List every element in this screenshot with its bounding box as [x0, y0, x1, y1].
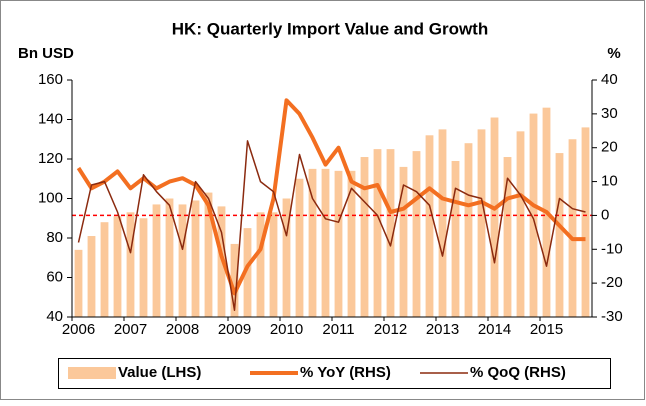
chart-title: HK: Quarterly Import Value and Growth — [172, 19, 488, 38]
y2-tick-label: 0 — [601, 206, 609, 223]
y-tick-label: 120 — [38, 150, 63, 167]
bar — [386, 149, 395, 317]
y-tick-label: 40 — [46, 308, 63, 325]
bar — [555, 153, 564, 317]
bar — [516, 131, 525, 317]
bar — [113, 216, 122, 317]
y-tick-label: 140 — [38, 110, 63, 127]
bar — [581, 127, 590, 318]
x-tick-label: 2008 — [166, 321, 199, 338]
y-tick-label: 60 — [46, 268, 63, 285]
x-tick-label: 2011 — [322, 321, 354, 338]
bar — [334, 170, 343, 317]
x-tick-label: 2006 — [62, 321, 95, 338]
x-tick-label: 2010 — [270, 321, 303, 338]
bar — [477, 129, 486, 317]
x-tick-label: 2012 — [374, 321, 407, 338]
x-tick-label: 2007 — [114, 321, 147, 338]
bar — [503, 157, 512, 317]
x-tick-label: 2014 — [478, 321, 511, 338]
y2-tick-label: -30 — [601, 308, 623, 325]
bar — [191, 200, 200, 317]
bar — [243, 228, 252, 317]
legend-label: Value (LHS) — [118, 364, 201, 381]
bar — [282, 198, 291, 317]
bar — [360, 157, 369, 317]
bar — [126, 212, 135, 317]
bar — [373, 149, 382, 317]
x-tick-label: 2013 — [426, 321, 459, 338]
bar — [100, 222, 109, 317]
y-axis-label: Bn USD — [18, 45, 74, 62]
bar — [152, 204, 161, 317]
y-tick-label: 80 — [46, 229, 63, 246]
bar — [347, 170, 356, 317]
line-series — [77, 140, 586, 311]
x-tick-label: 2009 — [218, 321, 251, 338]
bar — [178, 204, 187, 317]
line-series — [76, 98, 586, 296]
bar — [438, 129, 447, 317]
y2-axis-label: % — [607, 45, 620, 62]
y2-tick-label: 30 — [601, 105, 618, 122]
bar — [74, 249, 83, 317]
bar — [204, 192, 213, 317]
bar — [425, 135, 434, 317]
legend-label: % QoQ (RHS) — [470, 364, 566, 381]
bar — [451, 160, 460, 317]
y2-tick-label: -10 — [601, 240, 623, 257]
y2-tick-label: 20 — [601, 139, 618, 156]
bar — [87, 236, 96, 317]
bar — [464, 143, 473, 317]
y2-tick-label: -20 — [601, 274, 623, 291]
bar — [295, 178, 304, 317]
y2-tick-label: 10 — [601, 173, 618, 190]
y-tick-label: 160 — [38, 71, 63, 88]
y-tick-label: 100 — [38, 189, 63, 206]
y2-tick-label: 40 — [601, 71, 618, 88]
bar — [139, 218, 148, 317]
legend-box — [58, 358, 611, 389]
x-tick-label: 2015 — [530, 321, 563, 338]
bar — [256, 212, 265, 317]
bar — [529, 113, 538, 317]
bar — [269, 212, 278, 317]
legend-swatch — [68, 367, 116, 379]
bar — [165, 198, 174, 317]
bar — [568, 139, 577, 317]
legend-label: % YoY (RHS) — [300, 364, 391, 381]
bar — [412, 151, 421, 317]
bar — [321, 168, 330, 317]
bar — [399, 166, 408, 317]
bar — [490, 117, 499, 318]
bar — [230, 243, 239, 317]
bar — [308, 168, 317, 317]
